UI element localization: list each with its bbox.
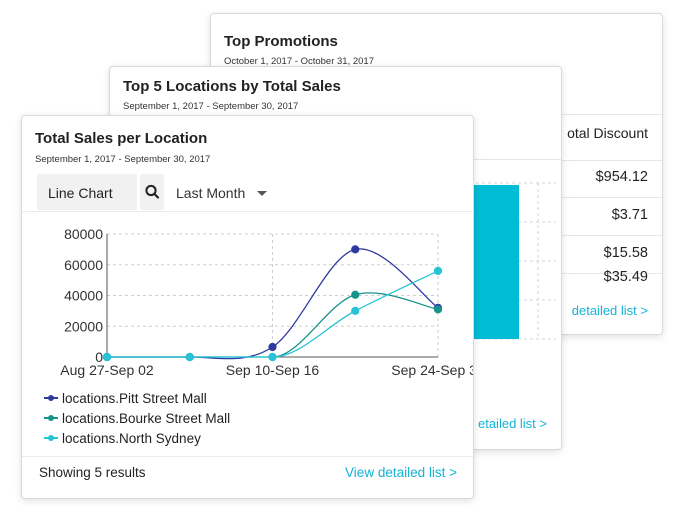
legend-swatch-pitt [44,393,58,403]
y-tick-label: 20000 [64,318,103,334]
promotions-title: Top Promotions [224,33,338,50]
y-tick-label: 80000 [64,226,103,242]
bar [472,184,519,339]
top5-bar-chart [470,182,556,340]
legend-swatch-bourke [44,413,58,423]
date-range-label: Last Month [176,185,246,201]
main-date-range: September 1, 2017 - September 30, 2017 [35,154,211,165]
main-title: Total Sales per Location [35,130,208,147]
top5-title: Top 5 Locations by Total Sales [123,78,341,95]
x-tick-label: Aug 27-Sep 02 [60,362,154,378]
toolbar-divider [22,211,473,212]
data-point [268,342,277,352]
search-button[interactable] [140,174,164,210]
data-point [433,305,443,314]
legend-label: locations.Bourke Street Mall [62,410,231,426]
legend-label: locations.Pitt Street Mall [62,390,207,406]
chart-type-label: Line Chart [48,185,113,201]
legend-swatch-north-sydney [44,433,58,443]
chart-type-selector[interactable]: Line Chart [37,174,137,210]
data-point [268,352,277,362]
data-point [351,306,360,315]
data-point [433,266,443,275]
legend-item-pitt[interactable]: locations.Pitt Street Mall [44,388,230,408]
y-tick-label: 0 [95,349,103,365]
y-tick-label: 60000 [64,257,103,273]
line-chart: 0 20000 40000 60000 80000 Aug 27-Sep 02 Sep 10… [60,226,473,378]
data-point [351,290,360,299]
legend-label: locations.North Sydney [62,430,201,446]
date-range-dropdown[interactable]: Last Month [176,182,268,204]
y-tick-label: 40000 [64,288,103,304]
chevron-down-icon [257,190,268,196]
top5-detailed-list-link[interactable]: etailed list > [477,416,547,431]
promotions-date-range: October 1, 2017 - October 31, 2017 [224,56,374,67]
search-icon [145,184,160,199]
data-point [351,245,360,254]
discount-value: $954.12 [595,169,648,185]
promotions-detailed-list-link[interactable]: detailed list > [571,303,648,318]
data-point [185,352,194,362]
legend-item-bourke[interactable]: locations.Bourke Street Mall [44,408,230,428]
total-discount-header: otal Discount [567,125,648,141]
table-row: $35.49 [211,260,662,297]
top5-date-range: September 1, 2017 - September 30, 2017 [123,101,299,112]
chart-legend: locations.Pitt Street Mall locations.Bou… [44,388,230,448]
footer-divider [22,456,473,457]
discount-value: $35.49 [603,269,648,285]
results-count: Showing 5 results [39,465,146,480]
x-tick-label: Sep 10-Sep 16 [226,362,320,378]
discount-value: $15.58 [603,245,648,261]
discount-value: $3.71 [611,207,648,223]
total-sales-card: Total Sales per Location September 1, 20… [21,115,474,499]
x-tick-label: Sep 24-Sep 30 [391,362,473,378]
view-detailed-list-link[interactable]: View detailed list > [345,465,457,480]
legend-item-north-sydney[interactable]: locations.North Sydney [44,428,230,448]
data-point [102,352,112,362]
